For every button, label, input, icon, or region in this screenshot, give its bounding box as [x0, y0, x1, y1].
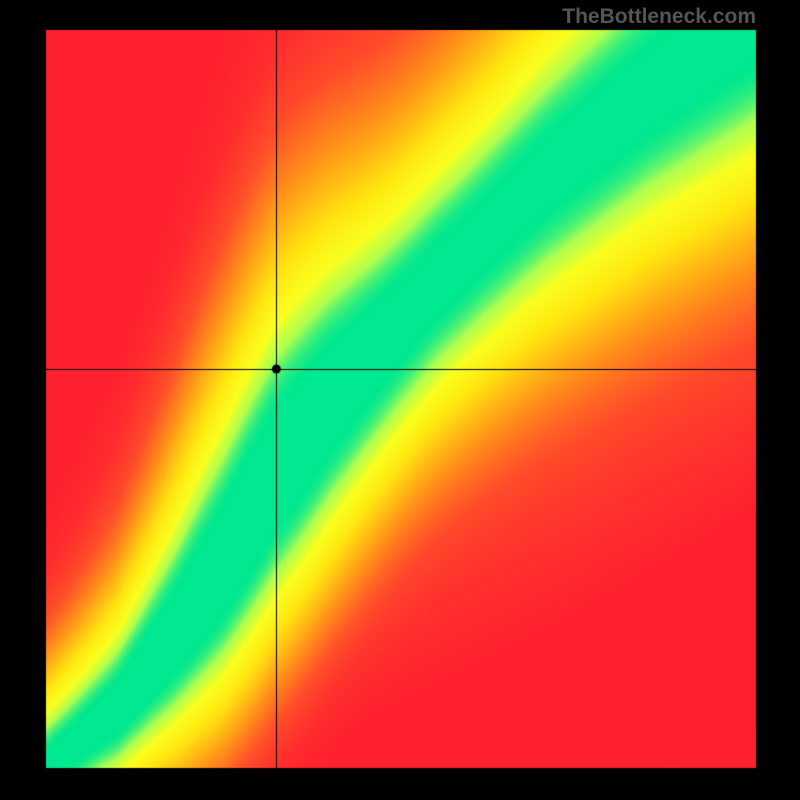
heatmap-canvas	[0, 0, 800, 800]
watermark-text: TheBottleneck.com	[562, 5, 756, 29]
chart-container: TheBottleneck.com	[0, 0, 800, 800]
